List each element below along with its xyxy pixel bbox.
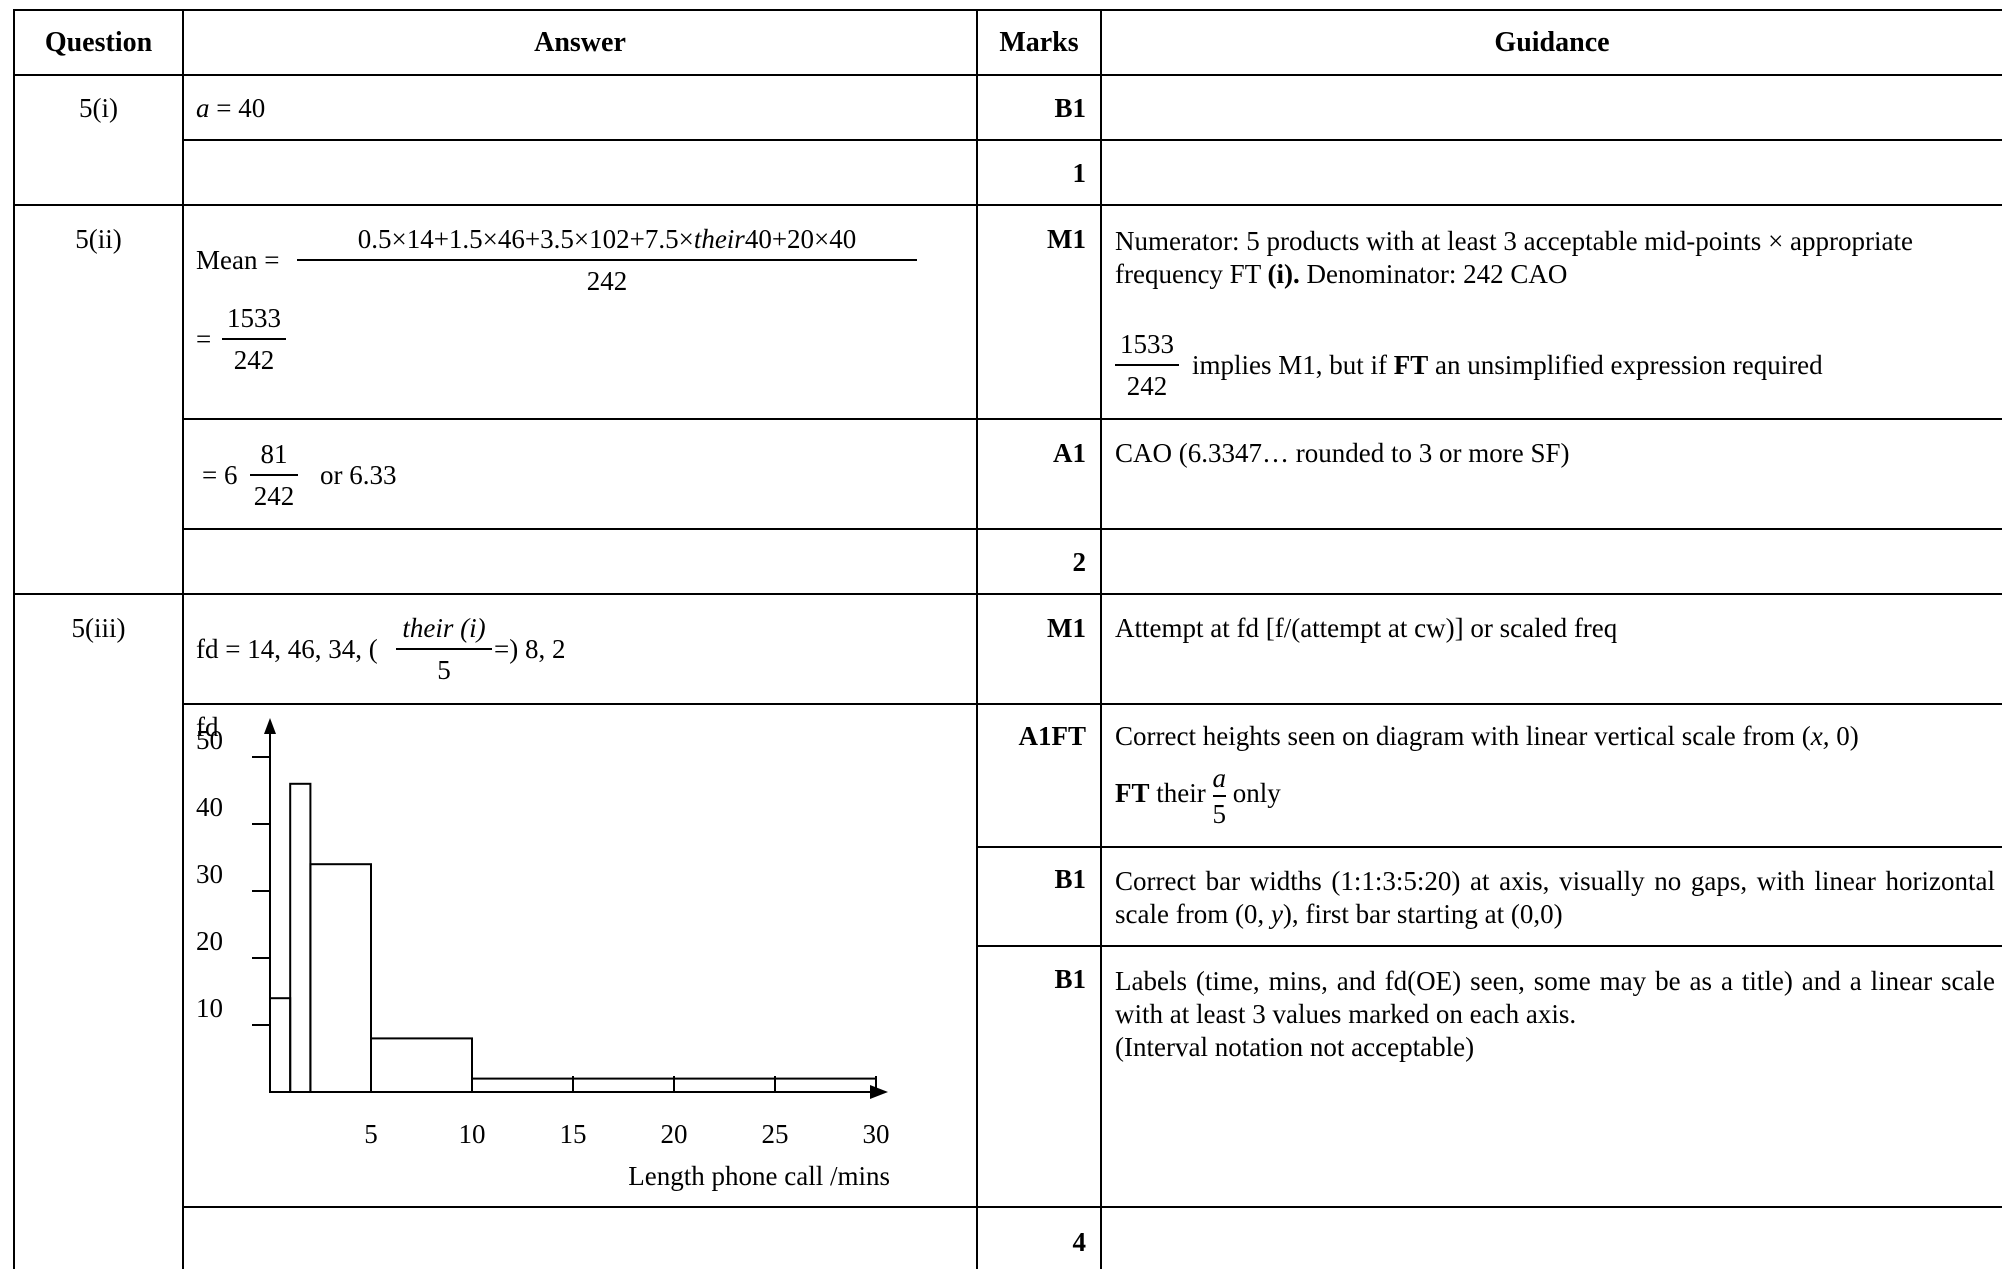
mean-numerator: 0.5×14+1.5×46+3.5×102+7.5×their40+20×40 xyxy=(357,224,857,254)
fd-fraction-numerator: their (i) xyxy=(402,613,486,643)
fd-fraction-denominator: 5 xyxy=(437,655,451,685)
fd-values-suffix: =) 8, 2 xyxy=(494,634,566,664)
table-left-border xyxy=(13,9,15,1269)
row-5i-divider xyxy=(182,139,2002,141)
x-tick-label: 15 xyxy=(560,1119,587,1149)
histogram-bar-3 xyxy=(309,863,372,1093)
guidance-5ii-fraction-bar xyxy=(1115,364,1179,366)
mean-simplified-numerator: 1533 xyxy=(227,303,281,333)
mean-fraction: 0.5×14+1.5×46+3.5×102+7.5×their40+20×40 … xyxy=(297,222,917,298)
fd-fraction-bar xyxy=(396,648,492,650)
x-tick-label: 10 xyxy=(459,1119,486,1149)
guidance-5iii-b1-labels-main: Labels (time, mins, and fd(OE) seen, som… xyxy=(1115,966,1995,1029)
guidance-5iii-m1: Attempt at fd [f/(attempt at cw)] or sca… xyxy=(1115,613,1618,643)
header-question: Question xyxy=(44,27,153,58)
y-tick-label: 40 xyxy=(196,792,223,822)
header-answer: Answer xyxy=(534,27,626,58)
y-axis-arrow xyxy=(264,718,276,734)
header-marks: Marks xyxy=(999,27,1079,58)
answer-5i: a = 40 xyxy=(196,91,265,125)
mean-result-bar xyxy=(250,474,298,476)
guidance-5iii-b1-labels-note: (Interval notation not acceptable) xyxy=(1115,1032,1475,1062)
row-5i-bottom-border xyxy=(13,204,2002,206)
x-tick-label: 5 xyxy=(364,1119,378,1149)
guidance-5iii-a1ft-line1: Correct heights seen on diagram with lin… xyxy=(1115,721,1859,751)
y-tick-label: 20 xyxy=(196,926,223,956)
mark-5iii-b1-labels: B1 xyxy=(1054,964,1086,994)
guidance-5ii-m1: Numerator: 5 products with at least 3 ac… xyxy=(1115,226,1913,289)
mean-result-denominator: 242 xyxy=(253,481,295,511)
histogram-chart: fd 10 20 30 40 50 5 10 15 20 25 30 Length phone c… xyxy=(196,712,890,1191)
x-tick-label: 25 xyxy=(762,1119,789,1149)
guidance-5iii-b1-widths: Correct bar widths (1:1:3:5:20) at axis,… xyxy=(1115,866,1995,929)
guidance-5ii-fraction-denominator: 242 xyxy=(1126,371,1168,401)
guidance-5iii-a1ft-line2: FT their a 5 only xyxy=(1115,763,1281,829)
mean-result-suffix: or 6.33 xyxy=(320,460,397,490)
question-label-5i: 5(i) xyxy=(79,93,118,123)
question-label-5ii: 5(ii) xyxy=(75,224,122,254)
mean-result-prefix: = 6 xyxy=(202,460,238,490)
mean-equals: = xyxy=(196,324,212,354)
mean-denominator: 242 xyxy=(586,266,628,296)
marks-column-border xyxy=(1100,9,1102,1269)
guidance-5iii-b1-labels: Labels (time, mins, and fd(OE) seen, som… xyxy=(1115,965,1995,1064)
guidance-5ii-m1-note: implies M1, but if FT an unsimplified ex… xyxy=(1192,350,1823,380)
guidance-5ii-fraction-numerator: 1533 xyxy=(1120,329,1174,359)
x-axis-arrow xyxy=(870,1085,888,1099)
row-5ii-divider-1 xyxy=(182,418,2002,420)
x-tick-labels: 5 10 15 20 25 30 xyxy=(364,1119,889,1149)
x-axis-label: Length phone call /mins xyxy=(628,1161,890,1191)
mean-result-numerator: 81 xyxy=(260,439,288,469)
y-tick-label: 50 xyxy=(196,725,223,755)
row-5ii-divider-2 xyxy=(182,528,2002,530)
x-tick-label: 20 xyxy=(661,1119,688,1149)
y-tick-labels: 10 20 30 40 50 xyxy=(196,725,223,1023)
question-label-5iii: 5(iii) xyxy=(71,613,126,643)
row-5iii-divider-3 xyxy=(976,945,2002,947)
guidance-5ii-a1: CAO (6.3347… rounded to 3 or more SF) xyxy=(1115,438,1570,468)
guidance-5iii-a5-fraction: a 5 xyxy=(1212,763,1226,829)
question-column-border xyxy=(182,9,184,1269)
total-5iii: 4 xyxy=(1072,1227,1087,1257)
y-tick-label: 30 xyxy=(196,859,223,889)
answer-5i-value: = 40 xyxy=(209,93,266,123)
row-5ii-bottom-border xyxy=(13,593,2002,595)
mean-fraction-bar xyxy=(297,259,917,261)
mean-simplified-fraction: 1533 242 xyxy=(222,301,286,377)
histogram-bars xyxy=(269,782,877,1094)
x-tick-label: 30 xyxy=(863,1119,890,1149)
answer-column-border xyxy=(976,9,978,1269)
y-axis-label: fd xyxy=(196,712,219,742)
histogram-bar-4 xyxy=(370,1037,473,1093)
histogram-bar-2 xyxy=(289,782,312,1094)
mark-5ii-a1: A1 xyxy=(1053,438,1086,468)
fd-fraction: their (i) 5 xyxy=(396,611,492,687)
y-ticks xyxy=(252,756,270,1026)
y-tick-label: 10 xyxy=(196,993,223,1023)
table-top-border xyxy=(13,9,2002,11)
fd-values-prefix: fd = 14, 46, 34, ( xyxy=(196,634,378,664)
mark-5iii-b1-widths: B1 xyxy=(1054,864,1086,894)
header-bottom-border xyxy=(13,74,2002,76)
row-5iii-divider-2 xyxy=(976,846,2002,848)
mark-5iii-m1: M1 xyxy=(1047,613,1086,643)
answer-5i-variable: a xyxy=(196,93,210,123)
histogram-bar-1 xyxy=(269,997,292,1094)
total-5ii: 2 xyxy=(1072,547,1087,577)
header-guidance: Guidance xyxy=(1494,27,1610,58)
mark-5ii-m1: M1 xyxy=(1047,224,1086,254)
total-5i: 1 xyxy=(1072,158,1087,188)
mark-5i: B1 xyxy=(1054,93,1086,123)
mean-simplified-bar xyxy=(222,338,286,340)
x-ticks xyxy=(370,1076,877,1092)
mean-simplified-denominator: 242 xyxy=(233,345,275,375)
mean-result-fraction: 81 242 xyxy=(250,437,298,513)
mark-5iii-a1ft: A1FT xyxy=(1018,721,1087,751)
guidance-5ii-fraction: 1533 242 xyxy=(1115,327,1179,403)
mean-label: Mean = xyxy=(196,245,280,275)
row-5iii-divider-1 xyxy=(182,703,2002,705)
row-5iii-divider-4 xyxy=(182,1206,2002,1208)
